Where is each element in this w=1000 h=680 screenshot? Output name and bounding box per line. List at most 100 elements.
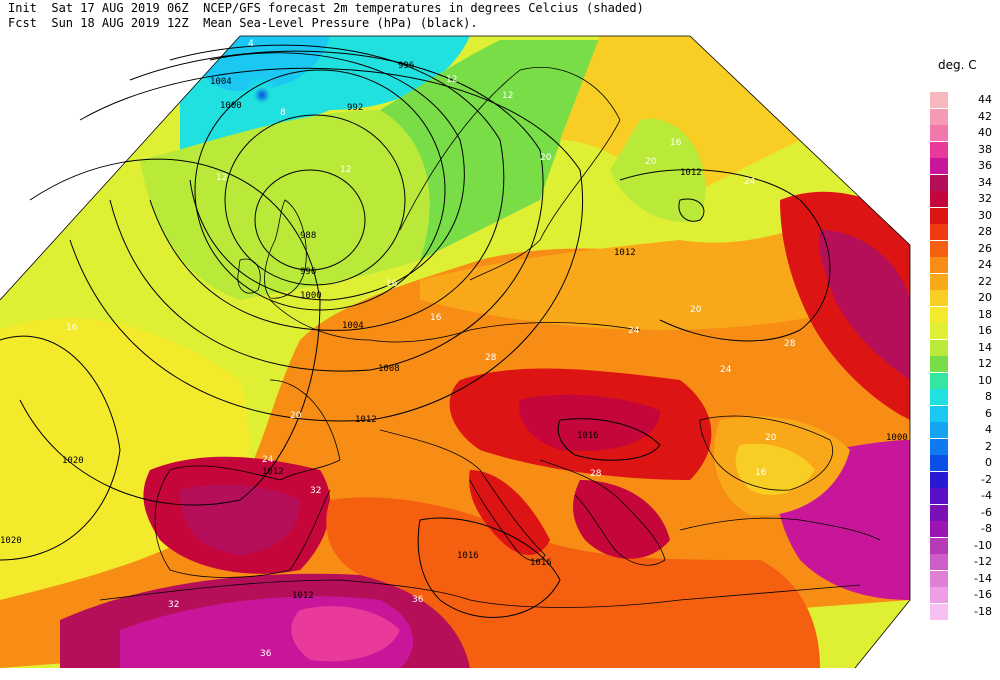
temperature-pressure-map: 1004 1000 996 992 988 996 1000 1004 1008… [0, 35, 911, 669]
temp-label: 12 [446, 75, 457, 85]
legend-label: 16 [978, 324, 992, 337]
legend-row: 0 [930, 455, 1000, 471]
legend-row: 18 [930, 306, 1000, 323]
legend-swatch [930, 389, 948, 405]
isobar-label: 1012 [680, 168, 702, 178]
isobar-label: 1004 [210, 77, 232, 87]
italy-coast [379, 429, 546, 562]
temp-label: 16 [755, 468, 767, 478]
isobar-label: 1004 [342, 321, 364, 331]
legend-row: -16 [930, 587, 1000, 603]
legend-label: 22 [978, 274, 992, 288]
legend-row: -14 [930, 570, 1000, 587]
legend-label: 28 [978, 225, 992, 238]
legend-swatch [930, 257, 948, 273]
balkans-coast [539, 459, 666, 566]
legend-swatch [930, 471, 948, 488]
isobar-label: 1000 [886, 433, 908, 443]
turkey-south-coast [679, 517, 881, 541]
north-europe-coast [269, 299, 641, 343]
legend-row: -2 [930, 471, 1000, 488]
map-shading [0, 36, 910, 668]
legend-swatch [930, 92, 948, 108]
init-label: Init [8, 1, 37, 15]
legend-swatch [930, 273, 948, 290]
isobar-label: 1000 [300, 291, 322, 301]
isobar-small-east [678, 198, 705, 222]
legend-label: 10 [978, 373, 992, 387]
legend-swatch [930, 224, 948, 240]
temp-label: 24 [628, 326, 640, 336]
temp-label: 20 [690, 305, 702, 315]
map-frame [0, 35, 911, 669]
legend-row: -8 [930, 521, 1000, 537]
legend-swatch [930, 356, 948, 372]
isobar-label: 1012 [292, 591, 314, 601]
legend-row: 22 [930, 273, 1000, 290]
legend-label: -4 [981, 489, 992, 502]
isobar-label: 988 [300, 231, 316, 241]
legend-swatch [930, 603, 948, 620]
legend-row: 28 [930, 224, 1000, 240]
legend-row: 14 [930, 339, 1000, 356]
legend-swatch [930, 158, 948, 174]
isobar-label: 1012 [262, 467, 284, 477]
legend-label: 24 [978, 258, 992, 271]
legend-row: -10 [930, 537, 1000, 554]
isobar-label: 996 [398, 61, 414, 71]
isobar-label: 1020 [0, 536, 22, 546]
legend-label: 40 [978, 126, 992, 139]
temp-label: 36 [412, 595, 424, 605]
legend-row: 34 [930, 174, 1000, 191]
legend-row: -4 [930, 488, 1000, 504]
isobar-label: 1016 [577, 431, 599, 441]
temp-label: 28 [590, 469, 602, 479]
temp-label: 20 [765, 433, 777, 443]
legend-swatch [930, 306, 948, 323]
legend-swatch [930, 339, 948, 356]
legend-swatch [930, 504, 948, 521]
temp-label: 4 [248, 39, 254, 49]
legend-swatch [930, 323, 948, 339]
legend-swatch [930, 455, 948, 471]
legend-row: 2 [930, 438, 1000, 455]
black-sea-coast [699, 415, 833, 491]
temp-label: 16 [66, 323, 78, 333]
legend-swatch [930, 537, 948, 554]
legend-label: 8 [985, 390, 992, 403]
isobar-988 [254, 169, 366, 271]
legend-row: 26 [930, 240, 1000, 257]
legend-label: 4 [985, 423, 992, 436]
legend-label: 42 [978, 109, 992, 123]
legend-row: -12 [930, 554, 1000, 570]
isobars [0, 44, 831, 618]
legend-row: -18 [930, 603, 1000, 620]
legend-row: 32 [930, 191, 1000, 207]
legend-label: -6 [981, 505, 992, 519]
fcst-time: Sun 18 AUG 2019 12Z [51, 16, 189, 30]
isobar-label: 1012 [355, 415, 377, 425]
legend-swatch [930, 587, 948, 603]
isobar-label: 996 [300, 267, 316, 277]
legend-row: 8 [930, 389, 1000, 405]
legend-swatch [930, 372, 948, 389]
legend-row: -6 [930, 504, 1000, 521]
temp-label: 24 [744, 177, 756, 187]
temp-label: 28 [485, 353, 497, 363]
legend-label: 20 [978, 291, 992, 304]
temp-label: 32 [310, 486, 321, 496]
legend-row: 36 [930, 158, 1000, 174]
isobar-label: 1000 [220, 101, 242, 111]
legend-title: deg. C [938, 58, 977, 72]
legend-swatch [930, 554, 948, 570]
temp-label: 28 [784, 339, 796, 349]
isobar-1016-balkan [557, 418, 661, 461]
legend-row: 24 [930, 257, 1000, 273]
legend-swatch [930, 240, 948, 257]
temp-label: 12 [502, 91, 513, 101]
legend-swatch [930, 570, 948, 587]
legend-label: -14 [974, 571, 992, 585]
isobar-label: 1012 [614, 248, 636, 258]
legend-row: 16 [930, 323, 1000, 339]
legend-label: 14 [978, 340, 992, 354]
